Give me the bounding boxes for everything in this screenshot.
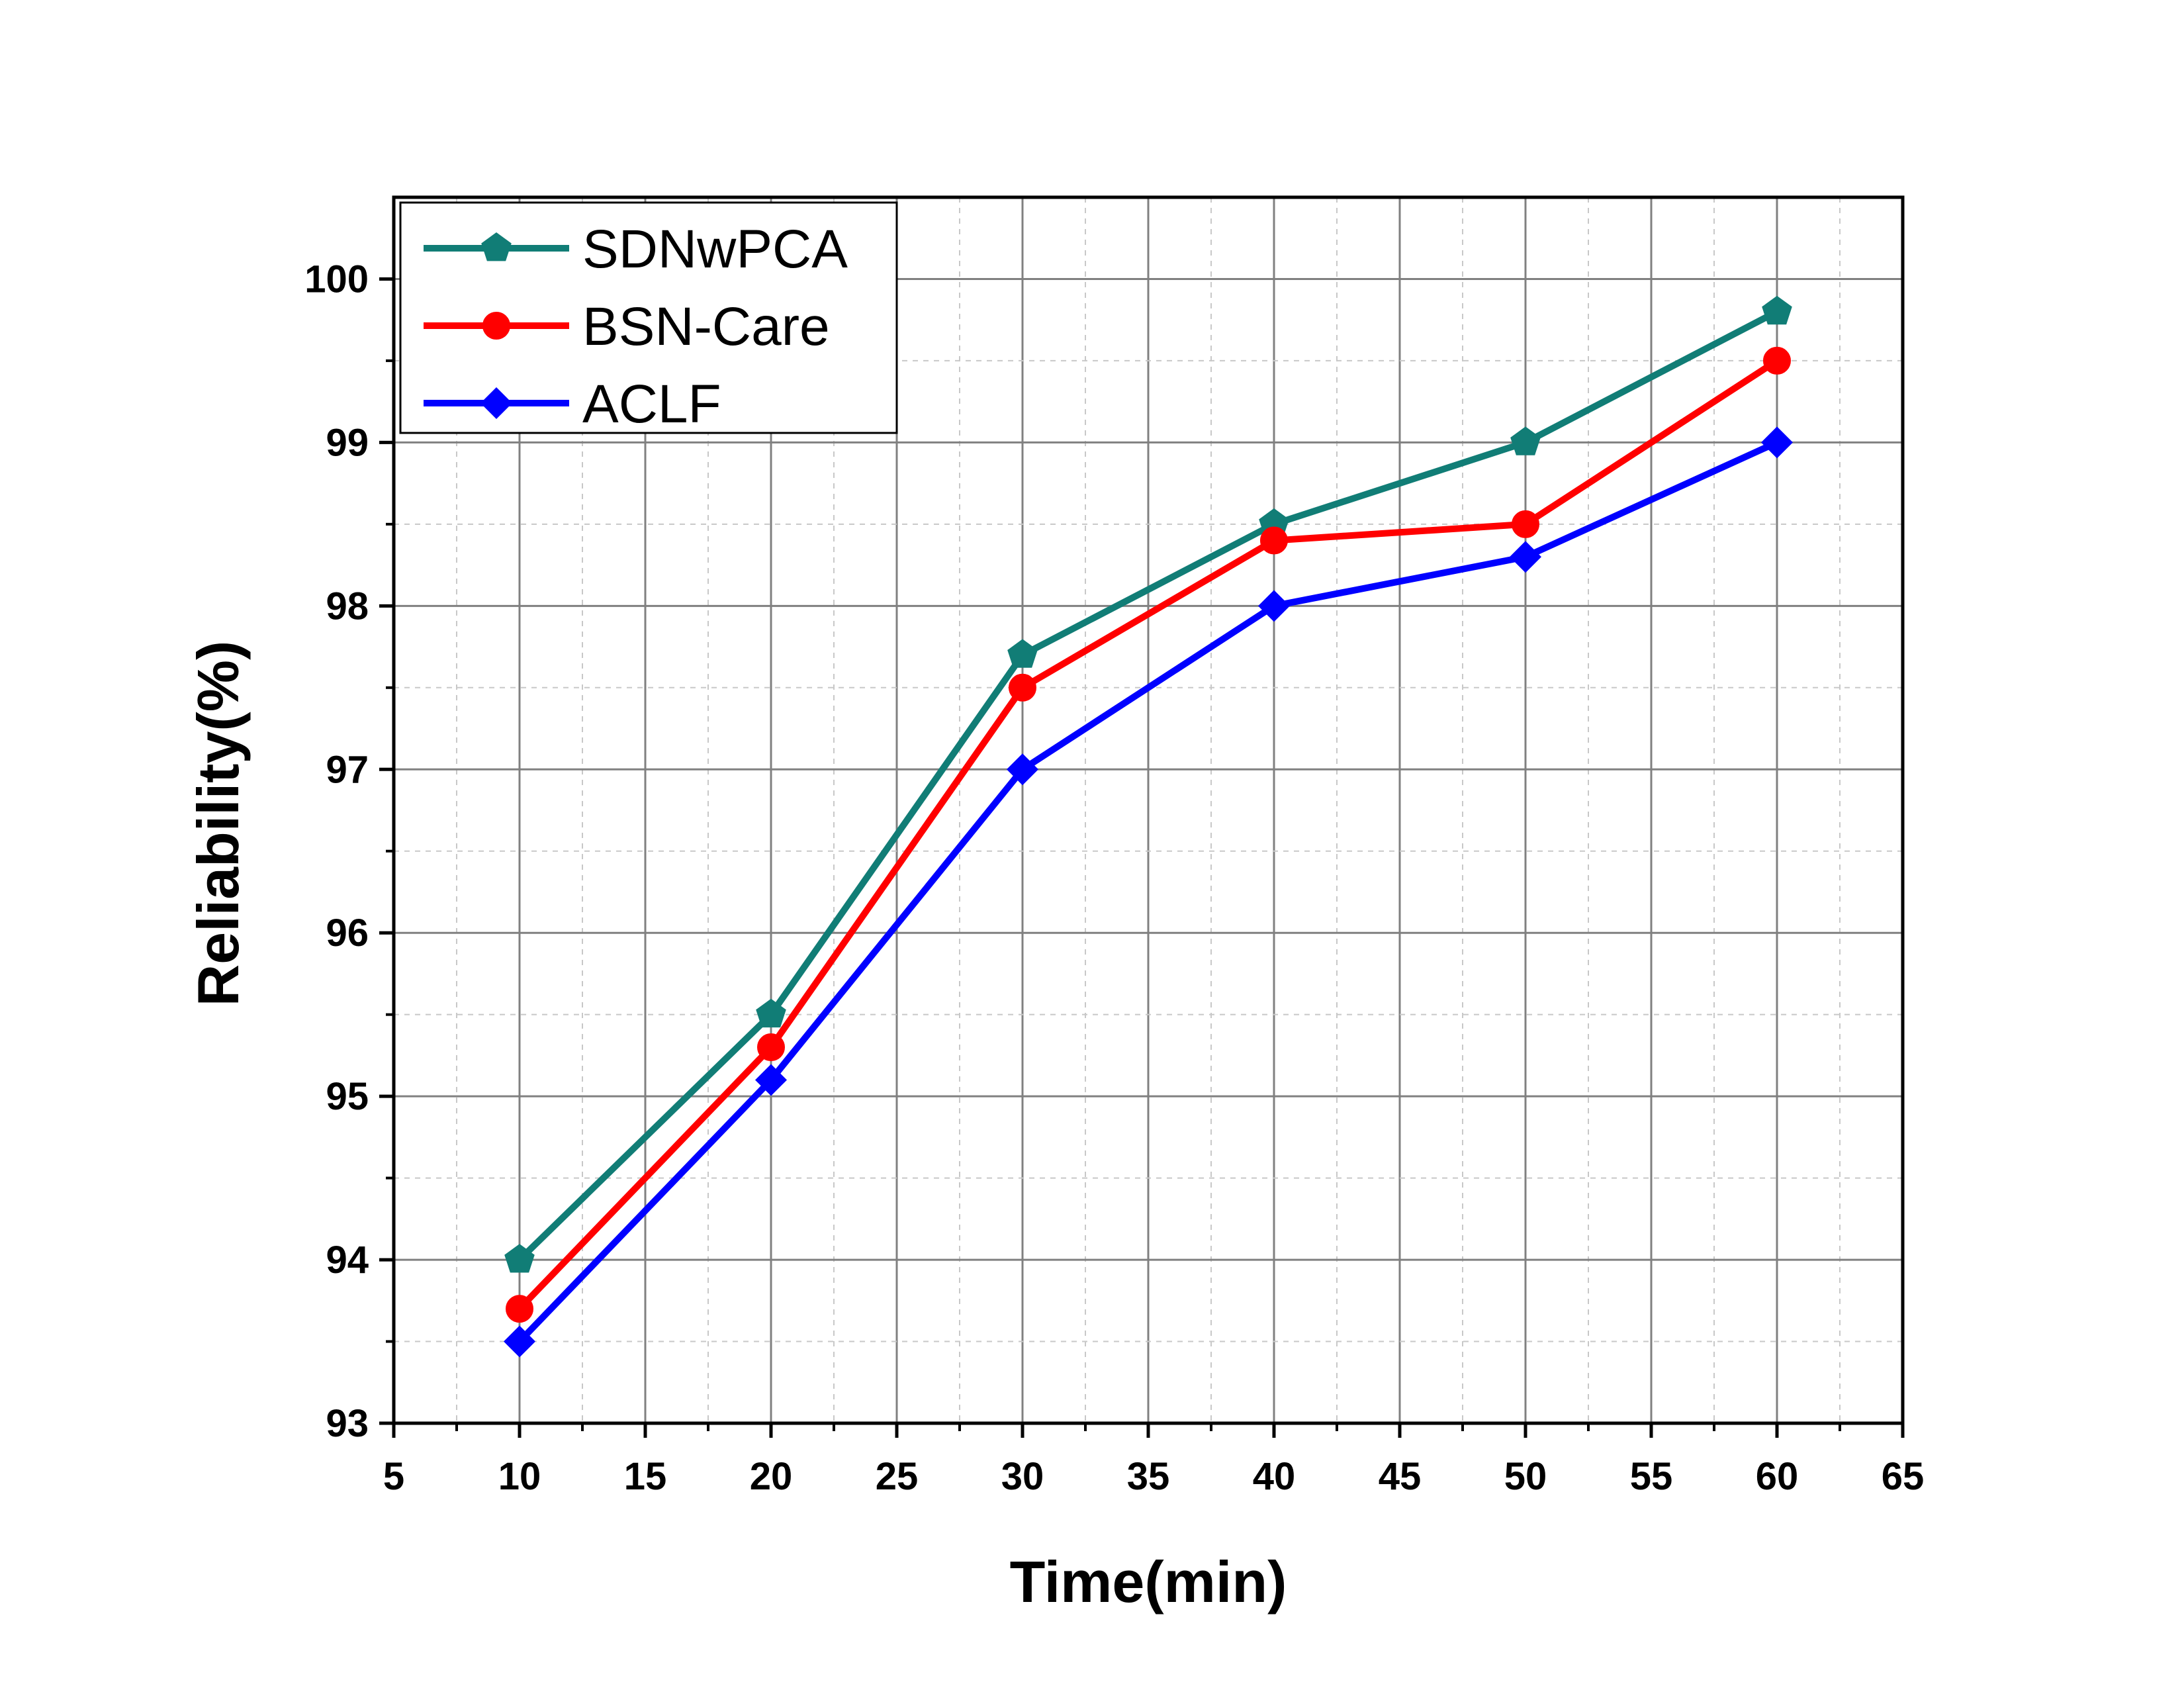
- y-tick-label: 99: [326, 421, 369, 464]
- legend-box: [399, 201, 898, 434]
- legend-marker: [480, 387, 512, 419]
- x-tick-label: 45: [1379, 1455, 1422, 1498]
- data-point: [757, 1033, 785, 1062]
- data-point: [1510, 426, 1541, 455]
- data-point: [756, 998, 786, 1028]
- y-tick-label: 94: [326, 1239, 369, 1282]
- x-tick-label: 20: [750, 1455, 793, 1498]
- series-sdnwpca: [504, 295, 1792, 1273]
- plot-frame: [392, 195, 1905, 1425]
- data-point: [506, 1295, 533, 1323]
- x-tick-label: 5: [383, 1455, 404, 1498]
- data-point: [1007, 639, 1038, 668]
- y-tick-label: 96: [326, 912, 369, 955]
- data-point: [1007, 753, 1038, 786]
- x-tick-label: 55: [1630, 1455, 1673, 1498]
- legend-marker: [481, 232, 512, 261]
- data-point: [504, 1244, 535, 1273]
- data-point: [1258, 590, 1290, 622]
- series-line: [517, 439, 1779, 1344]
- series-line: [517, 357, 1779, 1311]
- axis-ticks: [379, 277, 1905, 1438]
- x-tick-label: 15: [624, 1455, 667, 1498]
- x-tick-labels: 5 10 15 20 25 30 35 40 45 50 55 60 65: [383, 1455, 1924, 1498]
- y-tick-label: 100: [304, 258, 369, 301]
- data-point: [1761, 426, 1793, 459]
- y-tick-labels: 93 94 95 96 97 98 99 100: [304, 258, 369, 1445]
- legend-item: ACLF: [424, 374, 721, 434]
- y-tick-label: 93: [326, 1402, 369, 1445]
- x-tick-label: 25: [876, 1455, 919, 1498]
- series-layer: [504, 295, 1793, 1358]
- data-point: [1260, 526, 1288, 555]
- legend: SDNwPCA BSN-Care ACLF: [399, 201, 898, 434]
- data-point: [1512, 510, 1539, 538]
- legend-label: ACLF: [582, 374, 721, 434]
- y-axis-title: Reliability(%): [185, 641, 251, 1007]
- y-tick-label: 95: [326, 1075, 369, 1118]
- data-point: [1763, 346, 1791, 375]
- data-point: [504, 1325, 535, 1358]
- legend-marker: [482, 312, 510, 340]
- y-tick-label: 97: [326, 748, 369, 791]
- x-tick-label: 50: [1504, 1455, 1547, 1498]
- series-aclf: [504, 426, 1793, 1358]
- x-tick-label: 30: [1001, 1455, 1044, 1498]
- data-point: [1762, 295, 1792, 325]
- x-tick-label: 40: [1253, 1455, 1296, 1498]
- y-tick-label: 98: [326, 585, 369, 628]
- data-point: [755, 1064, 787, 1096]
- legend-label: BSN-Care: [582, 297, 830, 357]
- x-tick-label: 60: [1756, 1455, 1799, 1498]
- x-tick-label: 35: [1127, 1455, 1170, 1498]
- data-point: [1009, 673, 1036, 702]
- x-tick-label: 65: [1882, 1455, 1925, 1498]
- legend-item: BSN-Care: [424, 297, 830, 357]
- legend-item: SDNwPCA: [424, 219, 848, 279]
- series-line: [517, 308, 1779, 1262]
- x-axis-title: Time(min): [1010, 1549, 1287, 1615]
- x-tick-label: 10: [498, 1455, 541, 1498]
- data-point: [1510, 541, 1541, 573]
- legend-label: SDNwPCA: [582, 219, 848, 279]
- series-bsn-care: [506, 346, 1791, 1323]
